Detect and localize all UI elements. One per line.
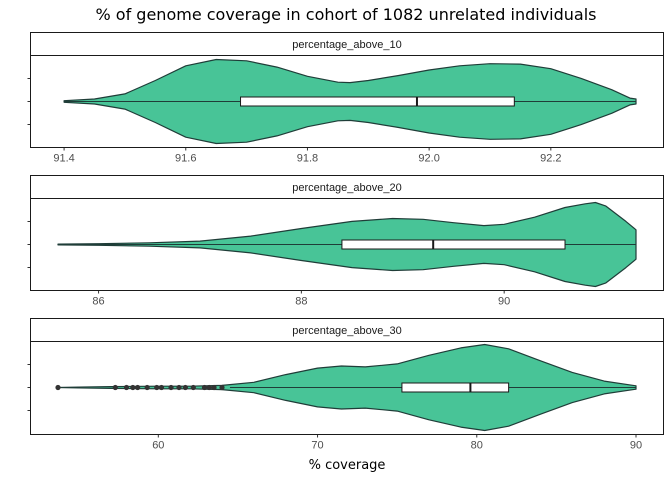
- x-tick-label: 86: [92, 296, 104, 308]
- x-tick-label: 70: [311, 440, 323, 452]
- x-tick-label: 88: [295, 296, 307, 308]
- facet-percentage-above-20: percentage_above_20 86 88 90: [27, 175, 664, 308]
- facet-percentage-above-10: percentage_above_10 91.4 91.6 91.8 92.0 92.2: [27, 32, 664, 165]
- x-tick-label: 80: [471, 440, 483, 452]
- x-tick-label: 92.0: [418, 153, 439, 165]
- outlier-point: [135, 384, 141, 391]
- x-tick-label: 91.6: [175, 153, 196, 165]
- outlier-point: [144, 384, 150, 391]
- x-tick-label: 92.2: [540, 153, 561, 165]
- x-tick-label: 60: [152, 440, 164, 452]
- outlier-point: [206, 384, 212, 391]
- facet-percentage-above-30: percentage_above_30 60 70 80 90: [27, 318, 664, 452]
- outlier-point: [219, 384, 225, 391]
- x-tick-label: 91.8: [297, 153, 318, 165]
- box-iqr: [240, 96, 515, 107]
- outlier-point: [55, 384, 61, 391]
- strip-label: percentage_above_30: [292, 325, 401, 337]
- outlier-point: [112, 384, 118, 391]
- x-axis-title: % coverage: [309, 458, 386, 473]
- outlier-point: [190, 384, 196, 391]
- outlier-point: [211, 384, 217, 391]
- chart-title: % of genome coverage in cohort of 1082 u…: [96, 5, 597, 24]
- outlier-point: [176, 384, 182, 391]
- panel-frame: [30, 341, 664, 435]
- outlier-point: [182, 384, 188, 391]
- panel-frame: [30, 55, 664, 148]
- outlier-point: [123, 384, 130, 391]
- outlier-point: [168, 384, 174, 391]
- x-tick-label: 91.4: [53, 153, 74, 165]
- strip-label: percentage_above_20: [292, 182, 401, 194]
- strip-label: percentage_above_10: [292, 39, 401, 51]
- outlier-point: [154, 384, 160, 391]
- box-iqr: [341, 239, 566, 250]
- box-iqr: [401, 382, 510, 393]
- outlier-point: [201, 384, 208, 391]
- outlier-point: [130, 384, 136, 391]
- x-tick-label: 90: [498, 296, 510, 308]
- x-tick-label: 90: [630, 440, 642, 452]
- panel-frame: [30, 198, 664, 291]
- outlier-point: [158, 384, 165, 391]
